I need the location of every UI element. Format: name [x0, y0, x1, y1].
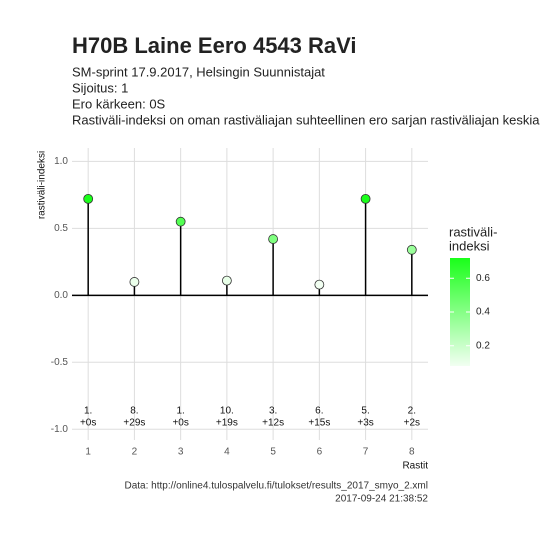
x-tick-label: 3 [178, 447, 184, 458]
rank-label: 3. [269, 406, 277, 417]
x-tick-label: 7 [363, 447, 369, 458]
rank-label: 1. [84, 406, 92, 417]
diff-label: +19s [216, 418, 238, 429]
x-tick-label: 2 [132, 447, 138, 458]
x-axis-label: Rastit [402, 461, 428, 472]
y-tick-label: 0.0 [54, 290, 68, 301]
legend-tick-label: 0.4 [476, 307, 490, 318]
point [83, 193, 94, 204]
point [314, 279, 325, 290]
x-tick-label: 6 [317, 447, 323, 458]
caption: 2017-09-24 21:38:52 [335, 494, 428, 505]
legend-title: rastiväli- [449, 224, 497, 239]
diff-label: +0s [172, 418, 188, 429]
diff-label: +15s [308, 418, 330, 429]
diff-label: +12s [262, 418, 284, 429]
x-tick-label: 4 [224, 447, 230, 458]
y-tick-label: -0.5 [51, 357, 69, 368]
point [129, 277, 140, 287]
y-tick-label: 1.0 [54, 156, 68, 167]
caption: Data: http://online4.tulospalvelu.fi/tul… [124, 481, 428, 492]
rank-label: 2. [408, 406, 416, 417]
point [268, 234, 279, 244]
rank-label: 6. [315, 406, 323, 417]
diff-label: +2s [404, 418, 420, 429]
subtitle: SM-sprint 17.9.2017, Helsingin Suunnista… [72, 64, 325, 79]
x-tick-label: 8 [409, 447, 415, 458]
chart-title: H70B Laine Eero 4543 RaVi [72, 33, 357, 58]
diff-label: +29s [123, 418, 145, 429]
subtitle: Sijoitus: 1 [72, 80, 128, 95]
legend-tick-label: 0.2 [476, 340, 490, 351]
rank-label: 10. [220, 406, 234, 417]
point [406, 244, 417, 255]
legend-tick-label: 0.6 [476, 273, 490, 284]
diff-label: +3s [357, 418, 373, 429]
rank-label: 1. [176, 406, 184, 417]
subtitle: Ero kärkeen: 0S [72, 96, 166, 111]
point [221, 275, 232, 286]
color-bar [450, 258, 470, 366]
x-tick-label: 1 [85, 447, 91, 458]
y-tick-label: 0.5 [54, 223, 68, 234]
y-axis-label: rastiväli-indeksi [37, 151, 48, 219]
point [175, 216, 186, 227]
rank-label: 8. [130, 406, 138, 417]
subtitle: Rastiväli-indeksi on oman rastiväliajan … [72, 112, 540, 127]
legend-title: indeksi [449, 238, 490, 253]
rank-label: 5. [361, 406, 369, 417]
x-tick-label: 5 [270, 447, 276, 458]
y-tick-label: -1.0 [51, 424, 69, 435]
diff-label: +0s [80, 418, 96, 429]
point [360, 193, 371, 204]
